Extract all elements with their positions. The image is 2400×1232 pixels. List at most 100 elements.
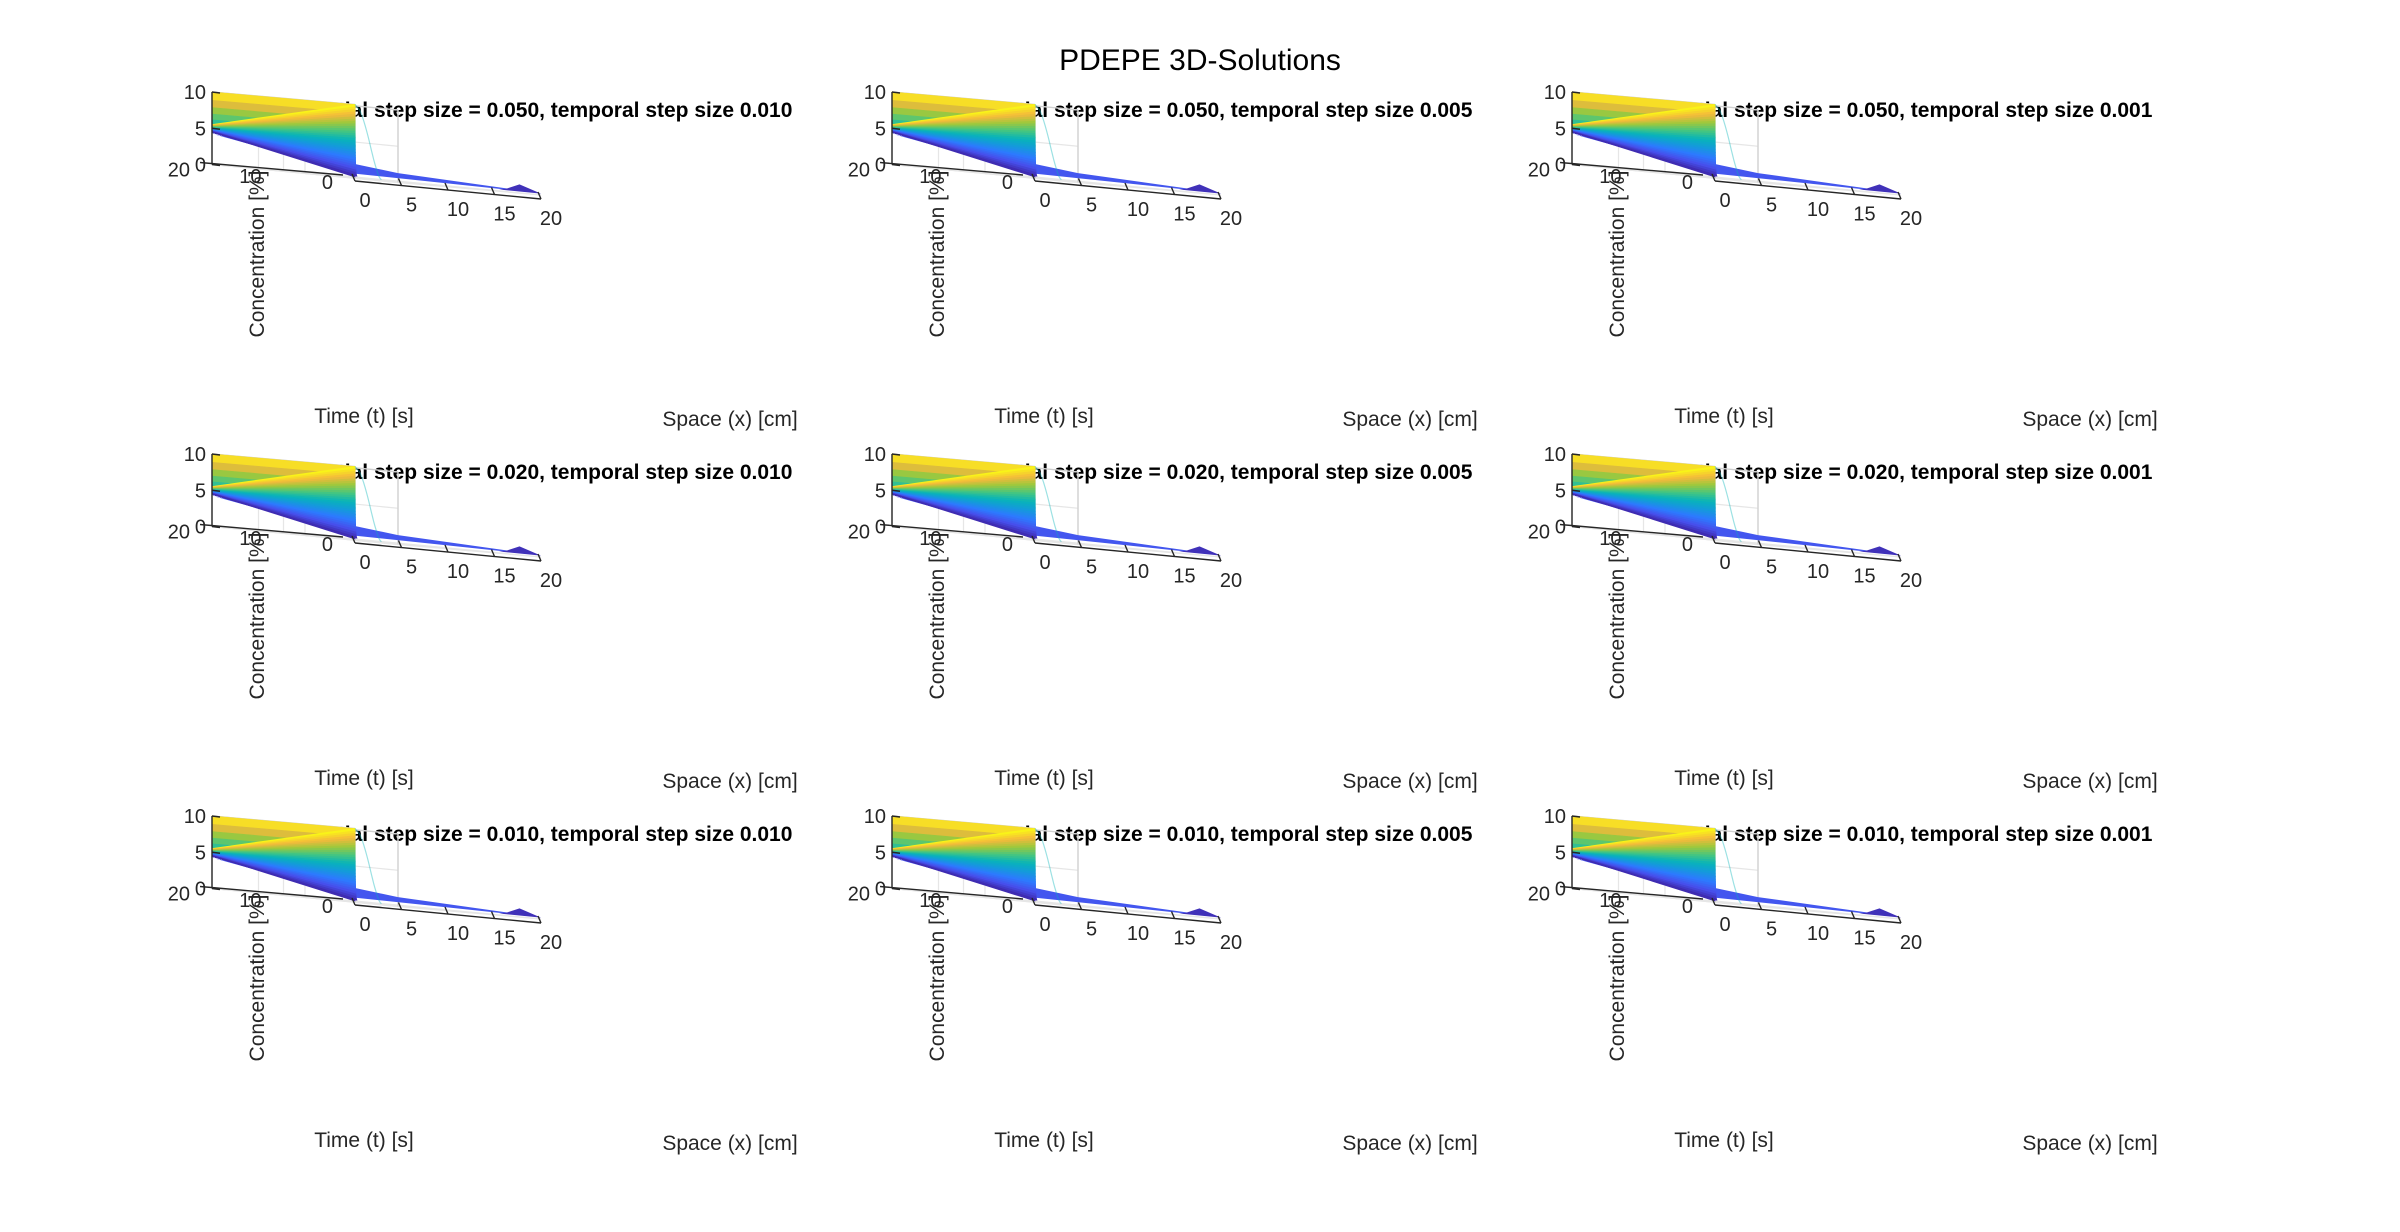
x-tick-label: 0: [1039, 190, 1050, 212]
grid-line: [1643, 170, 1830, 190]
subplot-title: spatial step size = 0.050, temporal step…: [1662, 99, 2153, 122]
x-tick-mark: [1757, 902, 1763, 910]
surface-plot: [891, 815, 1221, 918]
subplot-2: spatial step size = 0.050, temporal step…: [848, 82, 1478, 431]
t-tick-label: 10: [1599, 528, 1621, 550]
t-tick-label: 20: [848, 884, 870, 906]
x-tick-label: 10: [1127, 199, 1149, 221]
x-axis-label: Space (x) [cm]: [2022, 1132, 2157, 1155]
grid-line: [1034, 538, 1222, 558]
grid-line: [1571, 163, 1759, 184]
x-tick-mark: [1897, 915, 1902, 924]
x-tick-label: 15: [1173, 204, 1195, 226]
t-axis-label: Time (t) [s]: [994, 767, 1094, 790]
x-axis-label: Space (x) [cm]: [662, 1132, 797, 1155]
t-axis-line: [199, 161, 344, 176]
z-axis-label: Concentration [%]: [1606, 171, 1629, 338]
z-tick-label: 10: [184, 82, 206, 104]
z-axis-label: Concentration [%]: [246, 171, 269, 338]
x-tick-mark: [444, 906, 449, 915]
t-axis-line: [1559, 885, 1704, 900]
grid-line: [891, 163, 1079, 184]
surface-profile: [1034, 104, 1062, 181]
x-tick-label: 5: [1766, 557, 1777, 579]
surface-profile: [1034, 466, 1062, 543]
surface-plot: [211, 453, 541, 556]
z-tick-mark: [1571, 815, 1581, 818]
surface-profile: [354, 104, 382, 181]
x-tick-label: 15: [493, 204, 515, 226]
t-axis-label: Time (t) [s]: [994, 405, 1094, 428]
z-tick-mark: [211, 127, 221, 130]
z-tick-mark: [891, 815, 901, 818]
x-tick-mark: [490, 549, 496, 557]
z-tick-mark: [1571, 127, 1581, 130]
t-tick-label: 20: [848, 522, 870, 544]
grid-line: [354, 538, 542, 558]
x-tick-label: 5: [406, 557, 417, 579]
z-tick-label: 0: [1555, 517, 1566, 539]
z-tick-mark: [891, 127, 901, 130]
x-tick-mark: [1217, 191, 1222, 200]
t-tick-label: 0: [1002, 896, 1013, 918]
subplot-title: spatial step size = 0.010, temporal step…: [302, 823, 793, 846]
surface-edge-shade: [499, 908, 541, 918]
x-tick-label: 20: [1220, 208, 1242, 230]
x-tick-label: 10: [447, 199, 469, 221]
t-axis-line: [879, 161, 1024, 176]
x-tick-mark: [537, 191, 542, 200]
t-tick-label: 10: [919, 528, 941, 550]
grid-line: [963, 532, 1150, 552]
surface-edge-shade: [1859, 908, 1901, 918]
z-tick-label: 5: [195, 480, 206, 502]
x-tick-label: 10: [1807, 561, 1829, 583]
z-tick-label: 0: [875, 879, 886, 901]
x-tick-mark: [1711, 173, 1716, 182]
subplot-title: spatial step size = 0.020, temporal step…: [982, 461, 1473, 484]
x-tick-mark: [1804, 906, 1809, 915]
grid-line: [963, 170, 1150, 190]
z-tick-mark: [891, 91, 901, 94]
z-tick-mark: [211, 453, 221, 456]
x-tick-label: 15: [1853, 566, 1875, 588]
t-axis-line: [1559, 161, 1704, 176]
figure-title: PDEPE 3D-Solutions: [1059, 44, 1341, 77]
subplot-6: spatial step size = 0.020, temporal step…: [1528, 444, 2158, 793]
z-tick-mark: [1571, 453, 1581, 456]
t-tick-label: 10: [239, 528, 261, 550]
x-tick-label: 0: [1039, 552, 1050, 574]
x-tick-label: 10: [447, 923, 469, 945]
surface-profile: [354, 828, 382, 905]
z-tick-label: 10: [864, 806, 886, 828]
subplot-8: spatial step size = 0.010, temporal step…: [848, 806, 1478, 1155]
surface-edge-shade: [499, 546, 541, 556]
grid-line: [1714, 176, 1902, 196]
z-axis-label: Concentration [%]: [1606, 895, 1629, 1062]
x-axis-label: Space (x) [cm]: [1342, 770, 1477, 793]
z-tick-label: 0: [195, 155, 206, 177]
x-tick-mark: [444, 182, 449, 191]
z-tick-label: 0: [875, 517, 886, 539]
z-tick-label: 5: [1555, 842, 1566, 864]
x-tick-label: 5: [1766, 195, 1777, 217]
surface-edge-shade: [1859, 184, 1901, 194]
grid-line: [891, 525, 1079, 546]
x-tick-mark: [1897, 191, 1902, 200]
x-tick-label: 15: [493, 566, 515, 588]
subplot-4: spatial step size = 0.020, temporal step…: [168, 444, 798, 793]
surface-edge-shade: [1179, 908, 1221, 918]
t-axis-label: Time (t) [s]: [1674, 767, 1774, 790]
x-tick-label: 0: [1719, 914, 1730, 936]
surface-plot: [211, 815, 541, 918]
z-tick-mark: [211, 163, 221, 167]
surface-profile: [1714, 466, 1742, 543]
z-axis-label: Concentration [%]: [926, 171, 949, 338]
z-tick-label: 10: [184, 444, 206, 466]
x-axis-label: Space (x) [cm]: [1342, 1132, 1477, 1155]
t-tick-label: 0: [1002, 172, 1013, 194]
surface-edge-shade: [1859, 546, 1901, 556]
t-tick-label: 0: [322, 896, 333, 918]
z-tick-label: 10: [1544, 82, 1566, 104]
subplot-title: spatial step size = 0.020, temporal step…: [302, 461, 793, 484]
t-tick-label: 0: [1682, 896, 1693, 918]
